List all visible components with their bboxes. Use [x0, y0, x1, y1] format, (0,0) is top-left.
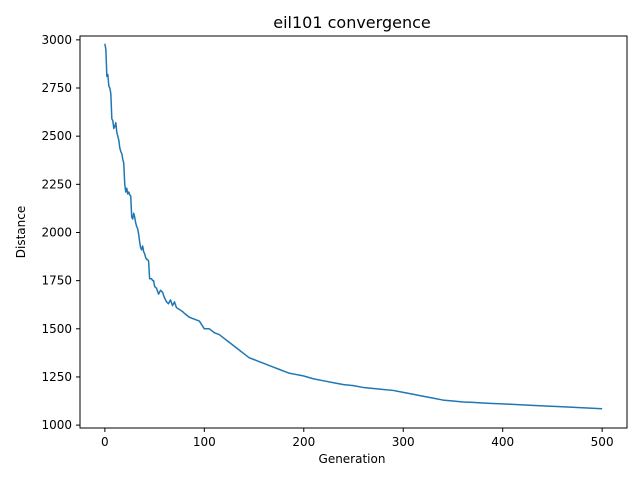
y-tick-label: 2250 [41, 177, 72, 191]
y-tick-label: 2750 [41, 81, 72, 95]
y-axis-label: Distance [14, 206, 28, 258]
x-tick-label: 200 [292, 435, 315, 449]
x-tick-label: 300 [392, 435, 415, 449]
y-tick-label: 1500 [41, 322, 72, 336]
x-axis-label: Generation [319, 452, 386, 466]
x-tick-label: 100 [193, 435, 216, 449]
series-line-1 [104, 43, 603, 410]
y-tick-label: 1750 [41, 274, 72, 288]
y-tick-label: 1000 [41, 418, 72, 432]
x-tick-label: 400 [491, 435, 514, 449]
y-tick-label: 2500 [41, 129, 72, 143]
y-tick-label: 2000 [41, 225, 72, 239]
x-tick-label: 0 [101, 435, 109, 449]
y-axis-ticks: 1000 1250 1500 1750 2000 2250 2500 2750 3000 [41, 33, 80, 432]
y-tick-label: 1250 [41, 370, 72, 384]
x-axis-ticks: 0 100 200 300 400 500 [101, 428, 614, 449]
x-tick-label: 500 [591, 435, 614, 449]
chart-title: eil101 convergence [273, 13, 430, 32]
y-tick-label: 3000 [41, 33, 72, 47]
